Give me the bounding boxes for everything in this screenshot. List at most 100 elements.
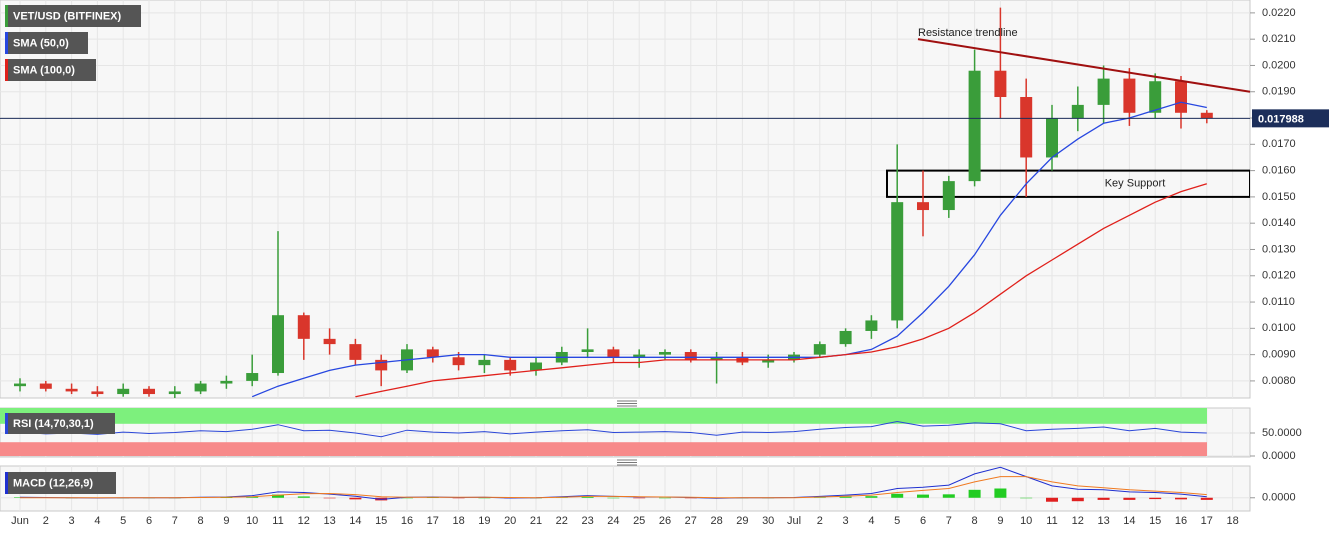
y-tick-label: 0.0090 (1262, 349, 1296, 361)
y-tick-label: 0.0160 (1262, 165, 1296, 177)
x-tick-label: 27 (685, 515, 697, 527)
macd-histogram-bar (323, 497, 336, 499)
x-tick-label: 3 (69, 515, 75, 527)
pane-splitter[interactable] (617, 459, 637, 466)
main-pane (0, 0, 1251, 399)
resistance-label: Resistance trendline (918, 27, 1018, 39)
pane-splitter[interactable] (617, 400, 637, 407)
candle-body (530, 362, 542, 371)
macd-histogram-bar (839, 496, 852, 498)
candle-body (452, 357, 465, 366)
candle-body (839, 330, 852, 345)
legend-label: SMA (100,0) (13, 64, 75, 76)
macd-histogram-bar (297, 496, 310, 498)
x-tick-label: 11 (272, 515, 283, 527)
legend-box[interactable] (5, 413, 115, 434)
x-tick-label: 18 (452, 515, 464, 527)
legend-label: MACD (12,26,9) (13, 477, 93, 489)
candle-body (942, 181, 955, 211)
legend-swatch (5, 413, 8, 434)
legend-swatch (5, 32, 8, 54)
x-tick-label: 16 (401, 515, 413, 527)
x-tick-label: 4 (94, 515, 100, 527)
macd-histogram-bar (272, 494, 284, 498)
candle-body (968, 70, 981, 182)
support-label: Key Support (1105, 178, 1166, 190)
last-price-label: 0.017988 (1258, 113, 1304, 125)
x-tick-label: 7 (946, 515, 952, 527)
legend-swatch (5, 472, 8, 494)
y-tick-label: 0.0130 (1262, 243, 1296, 255)
candle-body (1097, 78, 1110, 105)
x-tick-label: 2 (817, 515, 823, 527)
x-tick-label: 17 (427, 515, 439, 527)
legend-label: SMA (50,0) (13, 37, 69, 49)
candle-body (917, 202, 929, 211)
legend-box[interactable] (5, 59, 96, 81)
legend-box[interactable] (5, 472, 116, 494)
x-tick-label: 10 (246, 515, 258, 527)
candle-body (39, 383, 52, 389)
candle-body (297, 315, 310, 339)
candle-body (168, 391, 181, 395)
candle-body (607, 349, 620, 358)
x-tick-label: 6 (920, 515, 926, 527)
candle-body (143, 388, 155, 395)
macd-histogram-bar (607, 497, 620, 499)
macd-histogram-bar (581, 496, 594, 498)
candle-body (1020, 97, 1033, 158)
macd-histogram-bar (478, 497, 491, 499)
macd-histogram-bar (659, 497, 671, 499)
y-tick-label: 0.0200 (1262, 59, 1296, 71)
x-tick-label: 22 (556, 515, 568, 527)
last-price-box (1252, 109, 1329, 128)
macd-pane (0, 465, 1251, 512)
x-tick-label: 8 (198, 515, 204, 527)
legend-title: VET/USD (BITFINEX) (13, 10, 122, 22)
resistance-trendline (917, 38, 1250, 93)
x-tick-label: 29 (736, 515, 748, 527)
x-tick-label: 14 (1123, 515, 1135, 527)
candle-body (1123, 78, 1136, 113)
candle-body (65, 388, 78, 392)
x-tick-label: 21 (530, 515, 542, 527)
candle-body (684, 351, 697, 360)
x-tick-label: 5 (120, 515, 126, 527)
candle-body (994, 70, 1007, 98)
candle-body (865, 320, 878, 331)
support-zone (886, 169, 1250, 198)
x-tick-label: 30 (762, 515, 774, 527)
legend-box[interactable] (5, 5, 141, 27)
y-tick-label: 0.0170 (1262, 138, 1296, 150)
macd-histogram-bar (1123, 497, 1136, 500)
x-tick-label: 10 (1020, 515, 1032, 527)
macd-histogram-bar (684, 497, 697, 499)
x-tick-label: 3 (843, 515, 849, 527)
macd-histogram-bar (426, 497, 439, 498)
macd-histogram-bar (994, 488, 1007, 498)
x-tick-label: 12 (298, 515, 310, 527)
candle-body (323, 338, 336, 345)
candle-body (762, 359, 775, 363)
y-tick-label: 0.0000 (1262, 492, 1296, 504)
candle-body (813, 344, 826, 355)
macd-histogram-bar (452, 497, 465, 499)
x-tick-label: 2 (43, 515, 49, 527)
candle-body (14, 383, 26, 387)
legend-box[interactable] (5, 32, 88, 54)
candle-body (426, 349, 439, 358)
candle-body (91, 391, 104, 395)
macd-line (20, 476, 1207, 499)
candle-body (1071, 104, 1084, 119)
x-tick-label: 19 (478, 515, 490, 527)
macd-histogram-bar (891, 493, 904, 498)
candle-body (1149, 81, 1162, 113)
y-tick-label: 0.0220 (1262, 7, 1296, 19)
x-tick-label: 13 (1097, 515, 1109, 527)
y-tick-label: 0.0140 (1262, 217, 1296, 229)
x-tick-label: 18 (1226, 515, 1238, 527)
macd-histogram-bar (633, 497, 646, 499)
y-tick-label: 0.0210 (1262, 33, 1296, 45)
candle-body (478, 359, 491, 366)
